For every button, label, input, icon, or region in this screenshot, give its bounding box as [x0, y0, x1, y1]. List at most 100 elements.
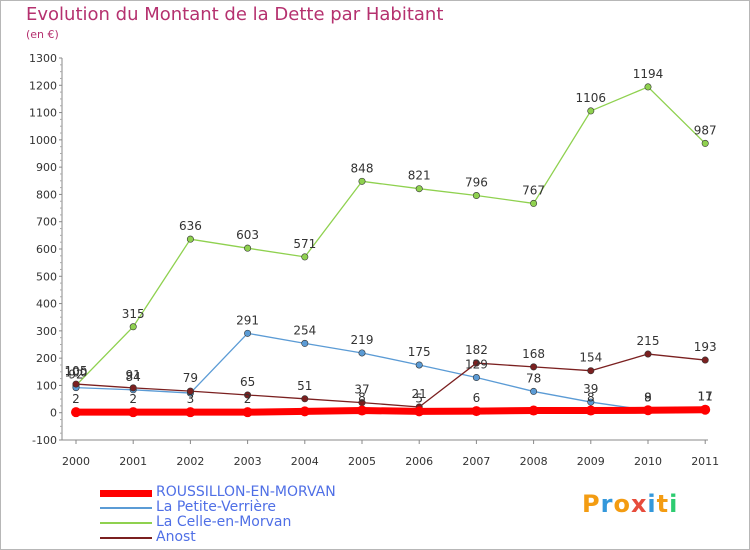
data-label: 154: [579, 351, 602, 365]
data-point: [71, 407, 81, 418]
data-label: 2: [129, 392, 137, 406]
y-tick-label: 400: [36, 298, 57, 311]
data-label: 65: [240, 375, 255, 389]
data-label: 79: [183, 371, 198, 385]
data-point: [128, 407, 139, 418]
data-point: [644, 83, 652, 91]
data-point: [358, 177, 366, 185]
data-point: [472, 359, 480, 367]
y-tick-label: -100: [32, 434, 57, 447]
data-label: 182: [465, 343, 488, 357]
data-point: [528, 405, 539, 416]
data-label: 1106: [576, 91, 607, 105]
data-label: 315: [122, 307, 145, 321]
y-tick-label: 0: [50, 407, 57, 420]
data-point: [185, 407, 196, 418]
data-point: [587, 398, 595, 406]
y-tick-label: 100: [36, 379, 57, 392]
x-tick-label: 2006: [405, 455, 433, 468]
data-label: 2: [244, 392, 252, 406]
data-point: [587, 367, 595, 375]
data-point: [701, 356, 709, 364]
y-tick-label: 500: [36, 270, 57, 283]
data-label: 8: [644, 390, 652, 404]
data-point: [472, 192, 480, 200]
data-point: [471, 406, 482, 417]
data-label: 987: [694, 123, 717, 137]
data-point: [186, 387, 194, 395]
data-point: [358, 349, 366, 357]
data-label: 84: [126, 370, 141, 384]
y-tick-label: 800: [36, 188, 57, 201]
legend-swatch: [100, 507, 152, 509]
data-label: 8: [587, 391, 595, 405]
x-tick-label: 2002: [176, 455, 204, 468]
data-label: 51: [297, 379, 312, 393]
y-tick-label: 200: [36, 352, 57, 365]
data-label: 636: [179, 219, 202, 233]
legend-swatch: [100, 490, 152, 497]
x-tick-label: 2007: [462, 455, 490, 468]
y-tick-label: 1300: [29, 52, 57, 65]
data-point: [530, 199, 538, 207]
data-point: [701, 139, 709, 147]
data-label: 291: [236, 313, 259, 327]
data-label: 17: [698, 390, 713, 404]
series-line: [72, 406, 709, 416]
legend-label: Anost: [156, 529, 196, 545]
data-label: 571: [293, 237, 316, 251]
x-tick-label: 2005: [348, 455, 376, 468]
data-label: 5: [415, 391, 423, 405]
data-label: 129: [465, 358, 488, 372]
data-point: [414, 406, 425, 417]
data-label: 254: [293, 323, 316, 337]
data-label: 100: [65, 365, 88, 379]
data-point: [415, 185, 423, 193]
data-label: 37: [354, 383, 369, 397]
data-point: [643, 405, 653, 416]
data-point: [587, 107, 595, 115]
data-label: 215: [637, 334, 660, 348]
data-point: [301, 395, 309, 403]
data-label: 175: [408, 345, 431, 359]
data-point: [72, 380, 80, 388]
legend-item: ROUSSILLON-EN-MORVAN: [100, 484, 400, 501]
y-tick-label: 300: [36, 325, 57, 338]
data-point: [129, 323, 137, 331]
y-tick-label: 1200: [29, 79, 57, 92]
y-tick-label: 700: [36, 216, 57, 229]
y-tick-label: 1100: [29, 107, 57, 120]
series-line: [75, 353, 706, 408]
data-point: [186, 235, 194, 243]
data-label: 78: [526, 371, 541, 385]
data-point: [357, 405, 367, 416]
legend-swatch: [100, 522, 152, 524]
legend-item: La Petite-Verrière: [100, 499, 400, 516]
x-tick-label: 2011: [691, 455, 719, 468]
data-label: 193: [694, 340, 717, 354]
legend-label: La Petite-Verrière: [156, 499, 277, 515]
data-label: 8: [358, 391, 366, 405]
data-point: [644, 350, 652, 358]
data-label: 11: [698, 390, 713, 404]
x-tick-label: 2010: [634, 455, 662, 468]
legend-swatch: [100, 537, 152, 539]
data-point: [700, 404, 711, 415]
chart-unit: (en €): [26, 28, 59, 41]
legend-label: ROUSSILLON-EN-MORVAN: [156, 484, 336, 500]
data-label: 92: [68, 368, 83, 382]
proxiti-logo: Proxiti: [582, 490, 679, 518]
legend-label: La Celle-en-Morvan: [156, 514, 292, 530]
x-tick-label: 2004: [291, 455, 319, 468]
chart-title: Evolution du Montant de la Dette par Hab…: [26, 4, 444, 25]
data-label: 39: [583, 382, 598, 396]
data-label: 21: [412, 387, 427, 401]
series-line: [75, 86, 706, 387]
data-label: 6: [473, 391, 481, 405]
data-label: 9: [644, 390, 652, 404]
y-tick-label: 900: [36, 161, 57, 174]
series-line: [75, 332, 706, 411]
legend-item: Anost: [100, 529, 400, 546]
data-point: [472, 374, 480, 382]
data-point: [242, 407, 253, 418]
